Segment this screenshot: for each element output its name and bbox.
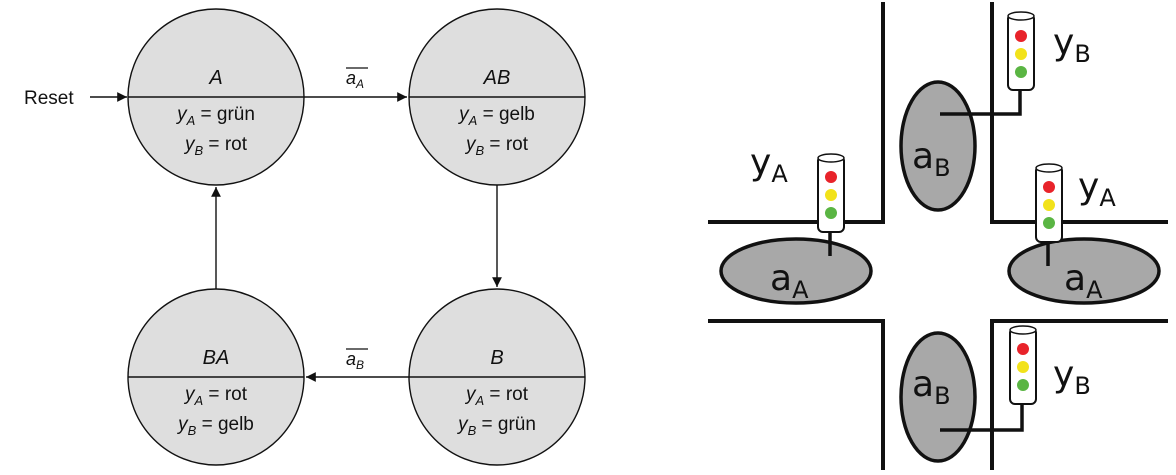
state-a-output-yb: yB = rot	[183, 134, 248, 158]
light-a-right-label: yA	[1078, 166, 1116, 212]
road-edges	[708, 2, 1168, 470]
light-green	[1017, 379, 1029, 391]
traffic-light-b-top: yB	[940, 11, 1091, 116]
sensor-b-top: aB	[899, 80, 977, 212]
state-a: A yA = grün yB = rot	[127, 8, 305, 186]
sensor-a-left-shape	[719, 237, 873, 305]
light-green	[1015, 66, 1027, 78]
sensor-a-left: aA	[719, 237, 873, 305]
state-ab-output-yb: yB = rot	[464, 134, 529, 158]
state-machine: Reset A yA = grün yB = rot AB yA = gelb …	[24, 8, 586, 466]
light-b-top-label: yB	[1053, 22, 1091, 68]
intersection: aB aA aA aB yB	[708, 2, 1168, 470]
light-yellow	[1017, 361, 1029, 373]
traffic-light-b-bottom: yB	[940, 325, 1091, 432]
state-ba-name: BA	[203, 347, 230, 369]
light-red	[1017, 343, 1029, 355]
state-b: B yA = rot yB = grün	[408, 288, 586, 466]
light-red	[1043, 181, 1055, 193]
state-a-output-ya: yA = grün	[175, 104, 255, 128]
light-red	[1015, 30, 1027, 42]
state-ab: AB yA = gelb yB = rot	[408, 8, 586, 186]
light-yellow	[825, 189, 837, 201]
state-b-name: B	[490, 347, 503, 369]
reset-label: Reset	[24, 88, 74, 109]
state-ba-output-yb: yB = gelb	[176, 414, 254, 438]
traffic-light-a-right: yA	[1035, 163, 1116, 266]
transition-a-ab-label: aA	[346, 68, 364, 91]
sensor-b-bottom-label: aB	[912, 364, 951, 410]
sensor-a-left-label: aA	[770, 258, 809, 304]
light-green	[825, 207, 837, 219]
light-b-bottom-label: yB	[1053, 354, 1091, 400]
sensor-b-bottom: aB	[899, 331, 977, 463]
sensor-a-right-label: aA	[1064, 258, 1103, 304]
sensor-b-top-label: aB	[912, 136, 951, 182]
light-yellow	[1015, 48, 1027, 60]
transition-b-ba-label: aB	[346, 349, 364, 372]
light-red	[825, 171, 837, 183]
state-b-output-ya: yA = rot	[464, 384, 529, 408]
sensor-a-right: aA	[1007, 237, 1161, 305]
state-ba-output-ya: yA = rot	[183, 384, 248, 408]
light-a-left-label: yA	[750, 142, 788, 188]
state-b-output-yb: yB = grün	[456, 414, 536, 438]
state-ab-name: AB	[483, 67, 511, 89]
state-a-name: A	[208, 67, 222, 89]
traffic-light-a-left: yA	[750, 142, 845, 256]
light-green	[1043, 217, 1055, 229]
state-ba: BA yA = rot yB = gelb	[127, 288, 305, 466]
light-yellow	[1043, 199, 1055, 211]
state-ab-output-ya: yA = gelb	[457, 104, 535, 128]
